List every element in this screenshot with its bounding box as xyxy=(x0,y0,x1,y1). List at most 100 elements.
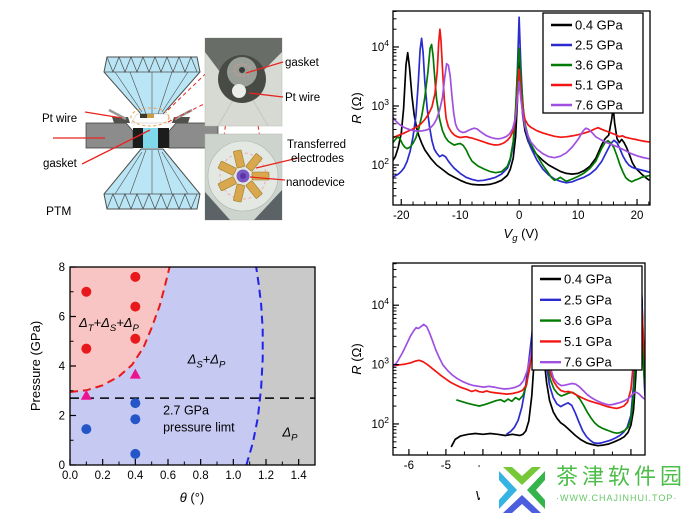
legend-label: 2.5 GPa xyxy=(564,292,612,307)
red-circle-point xyxy=(130,301,141,312)
logo-chevron-bottom xyxy=(503,495,541,513)
x-tick-label: 1.0 xyxy=(225,470,241,482)
region-label: ΔT+ΔS+ΔP xyxy=(78,315,140,334)
logo-chevron-left xyxy=(499,471,517,509)
legend-label: 3.6 GPa xyxy=(564,313,612,328)
legend-label: 3.6 GPa xyxy=(575,58,623,73)
y-tick-label: 104 xyxy=(371,38,389,54)
y-tick-label: 103 xyxy=(371,97,389,113)
logo-chevron-top xyxy=(503,467,541,485)
sample xyxy=(140,114,147,118)
blue-phase-boundary xyxy=(245,266,264,466)
nanodevice-label: nanodevice xyxy=(286,177,345,189)
sample-zoom-ellipse xyxy=(130,107,170,127)
red-circle-point xyxy=(130,333,141,344)
transferred-electrodes-label-line1: Transferred xyxy=(287,139,346,151)
legend-label: 7.6 GPa xyxy=(564,355,612,370)
red-phase-boundary xyxy=(69,266,171,393)
legend-item: 5.1 GPa xyxy=(551,78,623,93)
x-tick-label: 0.2 xyxy=(95,470,111,482)
legend-label: 5.1 GPa xyxy=(564,334,612,349)
gasket-assembly xyxy=(85,107,219,149)
region-gray xyxy=(246,267,315,465)
blue-circle-point xyxy=(130,448,141,459)
gasket-label: gasket xyxy=(43,158,78,170)
red-circle-point xyxy=(81,286,92,297)
x-tick-label: -20 xyxy=(393,210,410,222)
x-tick-label: 20 xyxy=(631,210,644,222)
ptm-label: PTM xyxy=(46,204,71,218)
legend-item: 2.5 GPa xyxy=(551,38,623,53)
region-red xyxy=(70,267,170,392)
legend: 0.4 GPa 2.5 GPa 3.6 GPa 5.1 GPa 7.6 GPa xyxy=(531,265,643,371)
data-points xyxy=(80,271,141,459)
ptm-chamber xyxy=(143,128,158,148)
x-tick-label: 0.4 xyxy=(127,470,144,482)
legend-label: 5.1 GPa xyxy=(575,78,623,93)
gasket-insert-right xyxy=(158,128,169,148)
region-label: ΔP xyxy=(281,425,298,444)
legend-label: 7.6 GPa xyxy=(575,98,623,113)
legend: 0.4 GPa 2.5 GPa 3.6 GPa 5.1 GPa 7.6 GPa xyxy=(542,12,644,114)
y-tick-label: 4 xyxy=(59,361,66,373)
legend-label: 0.4 GPa xyxy=(575,18,623,33)
legend-item: 0.4 GPa xyxy=(540,272,612,287)
legend-item: 3.6 GPa xyxy=(551,58,623,73)
region-label: ΔS+ΔP xyxy=(187,352,226,371)
y-axis-label: Pressure (GPa) xyxy=(28,321,43,411)
blue-circle-point xyxy=(130,414,141,425)
pt-wire-stub-left xyxy=(108,108,127,121)
legend-item: 2.5 GPa xyxy=(540,292,612,307)
pt-wire-label: Pt wire xyxy=(42,113,77,125)
watermark-x-logo xyxy=(499,467,545,513)
y-tick-label: 102 xyxy=(371,415,389,431)
y-tick-label: 103 xyxy=(371,356,389,372)
x-axis-label: θ (°) xyxy=(180,490,205,505)
legend-label: 2.5 GPa xyxy=(575,38,623,53)
series-line-3.6-gpa xyxy=(456,301,645,435)
x-tick-label: -5 xyxy=(441,460,451,472)
leader-lines xyxy=(53,111,151,165)
legend-item: 0.4 GPa xyxy=(551,18,623,33)
bottom-diamond-anvil xyxy=(103,148,201,210)
x-tick-label: 0.0 xyxy=(62,470,78,482)
watermark-site-name: 茶津软件园 xyxy=(556,464,682,489)
pressure-limit-annotation: 2.7 GPa pressure limt xyxy=(163,403,235,434)
y-tick-label: 6 xyxy=(59,312,65,324)
annotation-line: 2.7 GPa xyxy=(163,403,209,417)
y-tick-label: 0 xyxy=(59,460,65,472)
x-axis-label: Vg (V) xyxy=(504,226,539,244)
magenta-triangle-point xyxy=(129,368,141,379)
y-axis-label: R (Ω) xyxy=(349,343,364,374)
blue-circle-point xyxy=(81,424,92,435)
series-line-0.4-gpa xyxy=(450,279,645,448)
annotation-line: pressure limt xyxy=(163,420,235,434)
photo-pt-wire-label: Pt wire xyxy=(285,92,320,104)
gasket-insert-left xyxy=(133,128,143,148)
y-tick-label: 104 xyxy=(371,296,389,312)
legend-item: 5.1 GPa xyxy=(540,334,612,349)
red-circle-point xyxy=(130,271,141,282)
dac-schematic-panel: Pt wire gasket PTM gasket Pt wire Transf… xyxy=(42,37,346,221)
top-diamond-anvil xyxy=(103,56,201,115)
y-tick-label: 8 xyxy=(59,262,65,274)
x-tick-label: 10 xyxy=(572,210,585,222)
legend-item: 3.6 GPa xyxy=(540,313,612,328)
x-tick-label: 1.2 xyxy=(258,470,274,482)
legend-label: 0.4 GPa xyxy=(564,272,612,287)
logo-chevron-right xyxy=(527,471,545,509)
legend-item: 7.6 GPa xyxy=(540,355,612,370)
series-lines xyxy=(393,16,650,186)
magenta-triangle-point xyxy=(80,389,92,400)
x-tick-label: -6 xyxy=(404,460,414,472)
photo-gasket-label: gasket xyxy=(285,57,320,69)
photo-nanodevice xyxy=(204,133,299,221)
chart-pressure-theta-phase-diagram: ΔT+ΔS+ΔP ΔS+ΔP ΔP 2.7 GPa pressure limt 0.0 0.… xyxy=(28,262,316,505)
x-tick-label: 0 xyxy=(516,210,522,222)
y-axis-label: R (Ω) xyxy=(349,92,364,123)
watermark: 茶津软件园 ·WWW.CHAJINHUI.TOP· xyxy=(480,456,682,521)
photo-dac-gasket xyxy=(204,37,284,127)
x-tick-label: 0.6 xyxy=(160,470,176,482)
